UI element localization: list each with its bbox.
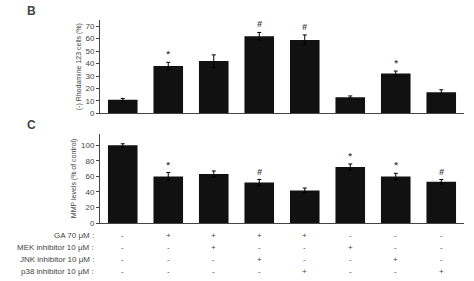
svg-text:30: 30 bbox=[85, 72, 94, 81]
svg-text:*: * bbox=[394, 58, 398, 68]
svg-text:20: 20 bbox=[85, 203, 94, 212]
svg-text:40: 40 bbox=[85, 188, 94, 197]
svg-text:+: + bbox=[257, 255, 262, 264]
svg-text:*: * bbox=[166, 49, 170, 59]
svg-text:+: + bbox=[211, 243, 216, 252]
svg-text:*: * bbox=[394, 160, 398, 170]
svg-text:C: C bbox=[27, 118, 36, 132]
svg-text:(-) Rhodamine 123 cells (%): (-) Rhodamine 123 cells (%) bbox=[75, 23, 83, 110]
svg-text:-: - bbox=[349, 267, 352, 276]
svg-text:-: - bbox=[440, 231, 443, 240]
svg-text:JNK inhibitor 10 μM :: JNK inhibitor 10 μM : bbox=[20, 255, 94, 264]
svg-text:10: 10 bbox=[85, 97, 94, 106]
svg-text:B: B bbox=[27, 4, 36, 18]
svg-text:60: 60 bbox=[85, 34, 94, 43]
svg-text:*: * bbox=[348, 151, 352, 161]
svg-text:GA 70 μM :: GA 70 μM : bbox=[54, 231, 94, 240]
svg-text:+: + bbox=[302, 231, 307, 240]
svg-text:60: 60 bbox=[85, 172, 94, 181]
svg-text:+: + bbox=[166, 231, 171, 240]
svg-text:-: - bbox=[394, 231, 397, 240]
svg-text:-: - bbox=[440, 255, 443, 264]
svg-text:-: - bbox=[440, 243, 443, 252]
svg-text:0: 0 bbox=[90, 219, 95, 228]
svg-text:-: - bbox=[212, 255, 215, 264]
svg-text:*: * bbox=[166, 160, 170, 170]
svg-text:70: 70 bbox=[85, 22, 94, 31]
svg-text:-: - bbox=[258, 267, 261, 276]
svg-text:#: # bbox=[257, 19, 262, 29]
svg-text:-: - bbox=[349, 231, 352, 240]
svg-text:20: 20 bbox=[85, 84, 94, 93]
svg-text:-: - bbox=[394, 267, 397, 276]
svg-text:MMP levels (% of control): MMP levels (% of control) bbox=[70, 139, 78, 219]
svg-text:-: - bbox=[349, 255, 352, 264]
svg-text:40: 40 bbox=[85, 59, 94, 68]
svg-text:100: 100 bbox=[81, 141, 95, 150]
svg-text:#: # bbox=[439, 167, 444, 177]
svg-text:-: - bbox=[394, 243, 397, 252]
svg-text:+: + bbox=[257, 231, 262, 240]
svg-text:50: 50 bbox=[85, 47, 94, 56]
svg-text:MEK inhibitor 10 μM :: MEK inhibitor 10 μM : bbox=[17, 243, 94, 252]
svg-text:80: 80 bbox=[85, 157, 94, 166]
svg-text:-: - bbox=[121, 255, 124, 264]
svg-text:+: + bbox=[302, 267, 307, 276]
svg-text:+: + bbox=[393, 255, 398, 264]
svg-text:0: 0 bbox=[90, 109, 95, 118]
svg-text:#: # bbox=[257, 167, 262, 177]
svg-text:-: - bbox=[212, 267, 215, 276]
svg-text:+: + bbox=[439, 267, 444, 276]
svg-text:-: - bbox=[121, 267, 124, 276]
svg-text:-: - bbox=[121, 243, 124, 252]
svg-text:p38 inhibitor 10 μM :: p38 inhibitor 10 μM : bbox=[21, 267, 94, 276]
svg-text:-: - bbox=[167, 255, 170, 264]
svg-text:-: - bbox=[167, 267, 170, 276]
svg-text:+: + bbox=[211, 231, 216, 240]
svg-text:-: - bbox=[121, 231, 124, 240]
svg-text:-: - bbox=[303, 255, 306, 264]
svg-text:-: - bbox=[167, 243, 170, 252]
svg-text:+: + bbox=[348, 243, 353, 252]
svg-text:#: # bbox=[302, 22, 307, 32]
svg-text:-: - bbox=[258, 243, 261, 252]
svg-text:-: - bbox=[303, 243, 306, 252]
